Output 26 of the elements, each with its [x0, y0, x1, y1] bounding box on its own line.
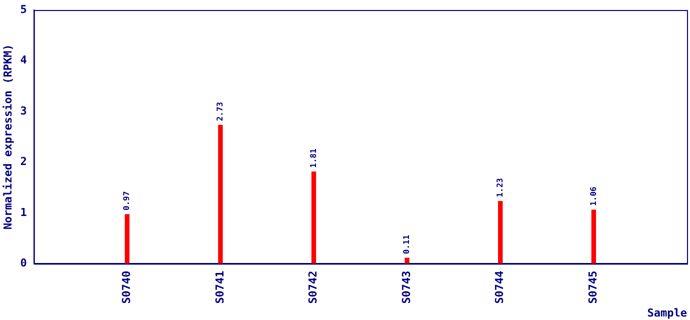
x-tick-label: S0741: [213, 270, 226, 304]
bar: [591, 210, 596, 264]
y-tick-label: 0: [20, 256, 27, 270]
y-tick-label: 2: [20, 155, 27, 168]
data-label: 0.11: [402, 234, 412, 254]
y-tick-label: 4: [20, 54, 28, 67]
x-tick-label: S0743: [400, 270, 413, 304]
y-axis-title: Normalized expression (RPKM): [1, 44, 14, 230]
data-label: 2.73: [216, 102, 225, 122]
y-tick-label: 1: [20, 206, 28, 219]
x-axis-title: Sample: [647, 306, 688, 320]
x-tick-label: S0745: [586, 270, 600, 304]
data-label: 0.97: [122, 191, 132, 210]
bar: [218, 124, 223, 264]
y-tick-label: 3: [20, 104, 27, 118]
x-tick-label: S0740: [120, 270, 133, 304]
bar: [124, 214, 130, 264]
data-label: 1.81: [308, 148, 318, 168]
x-tick-label: S0744: [493, 270, 506, 304]
bar: [498, 200, 503, 264]
bar: [311, 172, 316, 264]
x-tick-label: S0742: [306, 270, 320, 304]
data-label: 1.23: [495, 178, 504, 198]
bar: [404, 258, 410, 264]
data-label: 1.06: [588, 186, 598, 206]
y-tick-label: 5: [20, 2, 27, 16]
